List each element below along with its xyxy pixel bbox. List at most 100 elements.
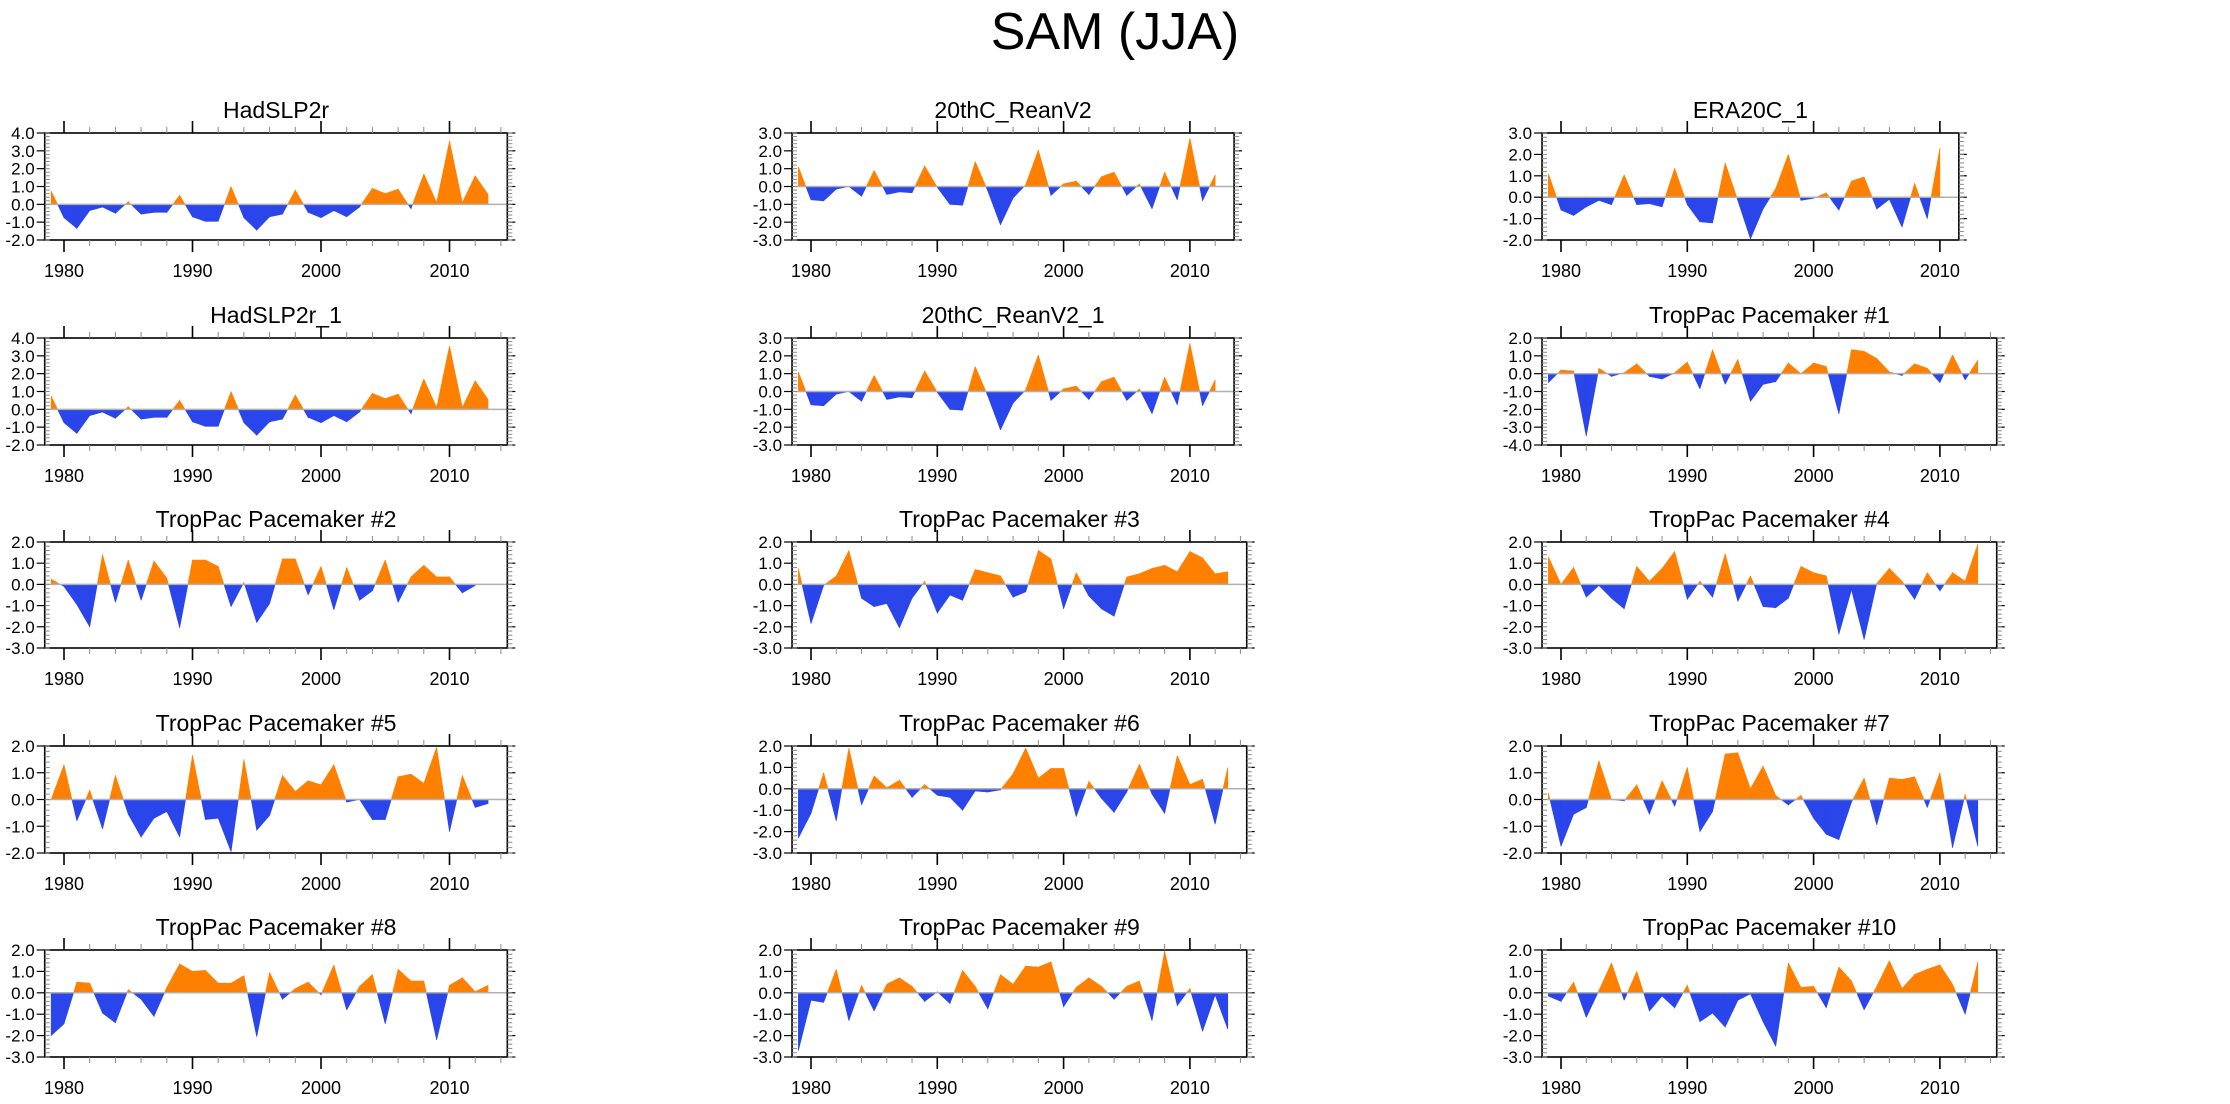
y-tick-label: 2.0 xyxy=(11,533,35,552)
negative-area xyxy=(1687,584,1699,601)
positive-area xyxy=(449,140,463,205)
x-tick-label: 1980 xyxy=(44,874,84,894)
positive-area xyxy=(1750,764,1764,800)
positive-area xyxy=(462,380,476,410)
negative-area xyxy=(1585,992,1599,1018)
positive-area xyxy=(1139,764,1151,790)
positive-area xyxy=(1012,748,1027,790)
positive-area xyxy=(224,391,232,410)
negative-area xyxy=(1585,584,1600,598)
negative-area xyxy=(282,409,289,420)
negative-area xyxy=(1548,373,1559,384)
negative-area xyxy=(1741,373,1751,402)
negative-area xyxy=(1712,584,1717,598)
positive-area xyxy=(1209,174,1216,187)
positive-area xyxy=(1661,550,1675,585)
negative-area xyxy=(1151,186,1161,209)
negative-area xyxy=(131,992,142,1000)
positive-area xyxy=(1038,354,1049,392)
positive-area xyxy=(865,375,875,392)
negative-area xyxy=(237,204,245,218)
positive-area xyxy=(1179,343,1191,392)
negative-area xyxy=(911,391,916,398)
negative-area xyxy=(230,799,239,852)
panel-14: TropPac Pacemaker #9 2.0 1.0 0.0 -1.0 -2.0 -3.… xyxy=(753,914,1255,1098)
positive-area xyxy=(1156,951,1165,994)
negative-area xyxy=(1914,584,1923,600)
negative-area xyxy=(861,788,869,805)
y-tick-label: -1.0 xyxy=(5,418,34,437)
negative-area xyxy=(57,204,65,218)
negative-area xyxy=(810,584,824,624)
positive-area xyxy=(179,194,186,205)
positive-area xyxy=(1164,951,1175,994)
negative-area xyxy=(153,409,168,418)
positive-area xyxy=(1674,168,1686,198)
negative-area xyxy=(217,204,225,222)
positive-area xyxy=(1189,138,1201,187)
positive-area xyxy=(1075,385,1082,392)
positive-area xyxy=(924,164,938,187)
positive-area xyxy=(217,982,232,994)
positive-area xyxy=(294,188,305,205)
negative-area xyxy=(192,204,206,222)
positive-area xyxy=(50,578,62,585)
negative-area xyxy=(200,799,206,820)
positive-area xyxy=(1573,567,1582,585)
positive-area xyxy=(423,378,437,410)
y-tick-label: 2.0 xyxy=(11,365,35,384)
y-tick-label: 2.0 xyxy=(1508,533,1532,552)
positive-area xyxy=(307,780,322,800)
negative-area xyxy=(1113,992,1122,1000)
positive-area xyxy=(287,394,296,410)
negative-area xyxy=(1966,799,1979,847)
positive-area xyxy=(1072,986,1077,994)
positive-area xyxy=(1687,767,1694,800)
x-tick-label: 2010 xyxy=(1170,466,1210,486)
positive-area xyxy=(1769,187,1777,198)
negative-area xyxy=(303,584,309,596)
panel-11: TropPac Pacemaker #6 2.0 1.0 0.0 -1.0 -2.0 -3.… xyxy=(753,710,1255,894)
x-tick-label: 2010 xyxy=(429,261,469,281)
negative-area xyxy=(192,409,206,427)
positive-area xyxy=(873,170,884,187)
x-tick-label: 2000 xyxy=(1794,874,1834,894)
positive-area xyxy=(1636,784,1644,800)
positive-area xyxy=(865,170,875,187)
positive-area xyxy=(899,779,907,790)
negative-area xyxy=(269,584,276,604)
negative-area xyxy=(1577,992,1587,1018)
positive-area xyxy=(120,559,129,585)
negative-area xyxy=(153,992,165,1017)
positive-area xyxy=(1762,765,1777,800)
negative-area xyxy=(205,409,219,427)
positive-area xyxy=(1025,149,1039,187)
negative-area xyxy=(256,409,270,436)
negative-area xyxy=(882,391,888,400)
negative-area xyxy=(1151,788,1165,815)
negative-area xyxy=(1202,186,1210,201)
negative-area xyxy=(449,799,458,832)
panel-title: HadSLP2r xyxy=(223,97,329,123)
positive-area xyxy=(1164,172,1172,187)
negative-area xyxy=(848,992,860,1021)
positive-area xyxy=(384,393,399,410)
negative-area xyxy=(384,799,392,820)
negative-area xyxy=(325,584,335,610)
y-tick-label: -3.0 xyxy=(1503,639,1532,658)
negative-area xyxy=(1142,992,1153,1021)
negative-area xyxy=(1199,391,1203,406)
positive-area xyxy=(1038,961,1052,994)
x-tick-label: 2010 xyxy=(1170,874,1210,894)
positive-area xyxy=(1012,965,1027,994)
positive-area xyxy=(1903,363,1915,374)
negative-area xyxy=(1737,584,1747,602)
y-tick-label: -1.0 xyxy=(1503,1005,1532,1024)
negative-area xyxy=(63,584,78,606)
positive-area xyxy=(374,559,386,585)
negative-area xyxy=(384,992,393,1024)
negative-area xyxy=(425,992,437,1040)
positive-area xyxy=(1780,361,1789,374)
positive-area xyxy=(1088,977,1102,994)
y-tick-label: -1.0 xyxy=(1503,210,1532,229)
